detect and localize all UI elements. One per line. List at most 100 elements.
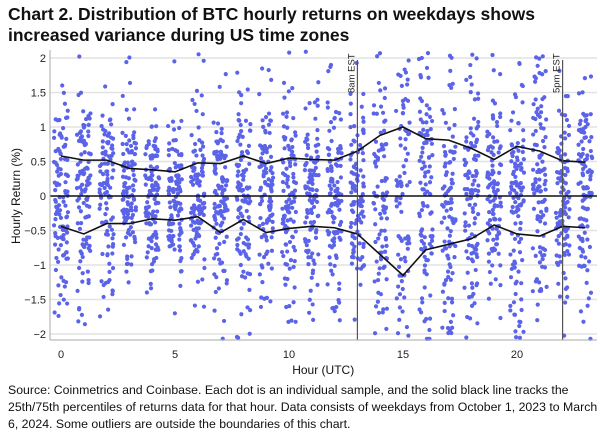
- data-point: [143, 210, 148, 215]
- data-point: [281, 80, 287, 85]
- data-point: [238, 262, 243, 268]
- data-point: [585, 224, 590, 229]
- data-point: [196, 52, 201, 57]
- data-point: [449, 177, 454, 182]
- data-point: [198, 147, 203, 152]
- data-point: [562, 130, 567, 135]
- data-point: [284, 181, 289, 186]
- data-point: [449, 149, 455, 154]
- data-point: [146, 139, 151, 144]
- data-point: [120, 141, 125, 147]
- data-point: [492, 182, 498, 187]
- data-point: [306, 180, 311, 185]
- data-point: [512, 265, 517, 270]
- data-point: [198, 219, 203, 224]
- data-point: [398, 136, 403, 141]
- data-point: [79, 191, 84, 197]
- data-point: [238, 122, 243, 128]
- data-point: [464, 249, 469, 254]
- data-point: [581, 162, 586, 167]
- data-point: [235, 173, 240, 178]
- data-point: [154, 124, 159, 129]
- data-point: [451, 313, 456, 318]
- data-point: [468, 195, 474, 200]
- data-point: [329, 186, 334, 192]
- data-point: [469, 82, 474, 87]
- data-point: [331, 220, 336, 225]
- data-point: [177, 125, 182, 131]
- data-point: [564, 191, 569, 196]
- data-point: [81, 139, 86, 145]
- data-point: [516, 121, 521, 126]
- data-point: [292, 285, 297, 290]
- data-point: [498, 114, 503, 120]
- data-point: [245, 150, 251, 156]
- data-point: [146, 244, 151, 249]
- y-tick-label: 1.5: [31, 88, 46, 100]
- data-point: [144, 205, 149, 210]
- data-point: [532, 74, 537, 79]
- data-point: [450, 134, 455, 139]
- data-point: [125, 147, 130, 152]
- data-point: [217, 84, 222, 89]
- data-point: [87, 204, 92, 209]
- data-point: [327, 128, 332, 133]
- data-point: [516, 207, 521, 212]
- data-point: [83, 215, 88, 220]
- data-point: [425, 204, 430, 209]
- data-point: [576, 91, 582, 96]
- data-point: [465, 197, 470, 202]
- data-point: [107, 224, 112, 229]
- data-point: [383, 249, 388, 254]
- data-point: [577, 121, 582, 127]
- data-point: [517, 335, 522, 340]
- data-point: [315, 97, 320, 102]
- data-point: [86, 246, 91, 251]
- data-point: [84, 241, 89, 246]
- data-point: [264, 218, 270, 223]
- data-point: [315, 103, 320, 108]
- data-point: [361, 214, 366, 219]
- data-point: [193, 236, 198, 241]
- data-point: [238, 157, 244, 163]
- data-point: [313, 235, 319, 240]
- data-point: [462, 211, 467, 216]
- data-point: [214, 139, 219, 144]
- data-point: [248, 199, 253, 204]
- data-point: [336, 297, 341, 303]
- data-point: [258, 156, 264, 161]
- data-point: [382, 128, 387, 133]
- data-point: [534, 143, 539, 148]
- data-point: [353, 221, 358, 226]
- data-point: [238, 231, 243, 237]
- data-point: [423, 133, 428, 138]
- data-point: [394, 204, 399, 209]
- data-point: [442, 184, 447, 189]
- data-point: [380, 244, 385, 249]
- data-point: [121, 197, 126, 202]
- x-tick-label: 10: [283, 349, 295, 361]
- data-point: [219, 126, 224, 131]
- data-point: [155, 188, 160, 193]
- data-point: [498, 204, 504, 209]
- data-point: [55, 118, 60, 123]
- data-point: [281, 124, 287, 129]
- data-point: [212, 215, 217, 220]
- data-point: [51, 223, 57, 228]
- data-point: [241, 240, 246, 246]
- data-point: [124, 209, 129, 214]
- data-point: [167, 233, 172, 238]
- data-point: [583, 118, 588, 124]
- data-point: [146, 211, 151, 216]
- data-point: [328, 120, 334, 125]
- data-point: [489, 172, 495, 177]
- data-point: [359, 104, 364, 109]
- data-point: [213, 235, 218, 240]
- data-point: [99, 279, 104, 284]
- data-point: [63, 228, 68, 233]
- data-point: [257, 92, 262, 97]
- data-point: [316, 252, 321, 257]
- data-point: [494, 120, 500, 125]
- data-point: [126, 280, 131, 285]
- data-point: [399, 238, 404, 243]
